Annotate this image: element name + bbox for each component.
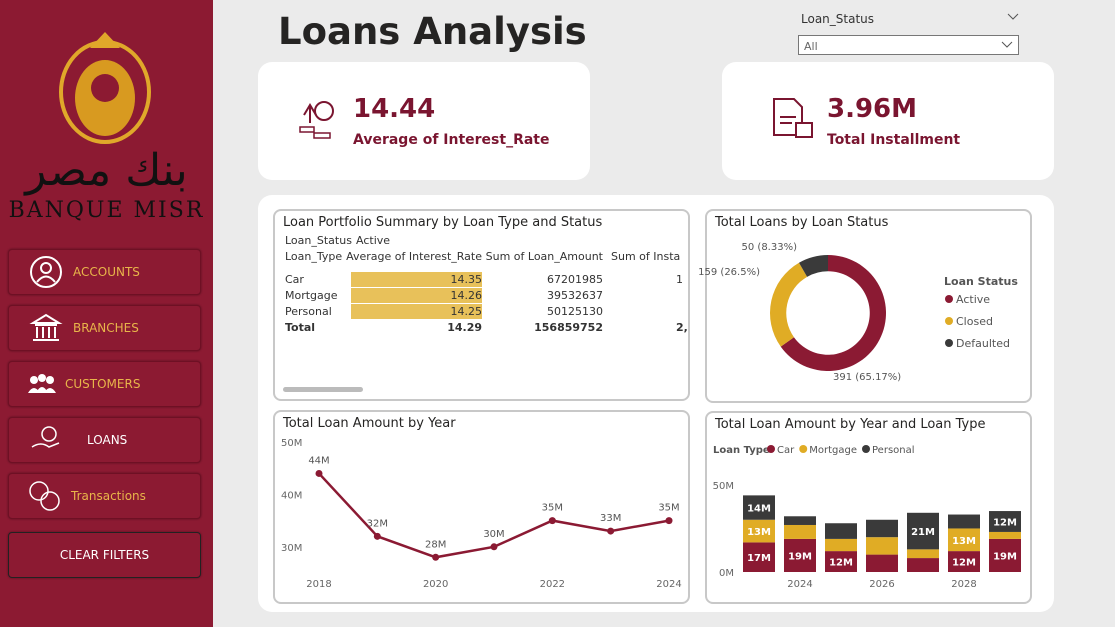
filter-value: All [804, 40, 818, 53]
table-cell: 50125130 [547, 305, 603, 318]
brand: BANQUE MISR [8, 198, 205, 223]
nav-label: Transactions [71, 489, 146, 503]
panel-title: Loan Portfolio Summary by Loan Type and … [283, 215, 603, 230]
nav-label: ACCOUNTS [73, 265, 140, 279]
bar-panel: Total Loan Amount by Year and Loan Type [705, 411, 1032, 604]
donut-panel: Total Loans by Loan Status [705, 209, 1032, 403]
nav-label: CUSTOMERS [65, 377, 141, 391]
panel-title: Total Loan Amount by Year and Loan Type [715, 417, 986, 432]
filter-label: Loan_Status [801, 12, 875, 26]
table-cell: 67201985 [547, 273, 603, 286]
header-value: Active [356, 234, 391, 247]
sidebar: بنك مصر BANQUE MISR ACCOUNTS BRANCHES CU… [0, 0, 213, 627]
column-header: Loan_Type [285, 250, 343, 263]
icon [29, 481, 60, 511]
nav-loans[interactable]: LOANS [8, 417, 201, 463]
brand-arabic: بنك مصر [25, 145, 188, 196]
header-label: Loan_Status [285, 234, 352, 247]
panel-title: Total Loans by Loan Status [715, 215, 889, 230]
table-cell: 39532637 [547, 289, 603, 302]
dropdown-chevron [1001, 41, 1013, 48]
page-title: Loans Analysis [278, 10, 587, 53]
column-header: Sum of Install [611, 250, 681, 263]
line-panel: Total Loan Amount by Year [273, 410, 690, 604]
filter-chevron [1007, 13, 1019, 20]
kpi-icon [773, 98, 813, 138]
kpi-icon [299, 101, 334, 139]
kpi-label: Total Installment [827, 132, 961, 148]
nav-customers[interactable]: CUSTOMERS [8, 361, 201, 407]
nav-branches[interactable]: BRANCHES [8, 305, 201, 351]
icon [29, 313, 63, 341]
table-cell: Personal [285, 305, 332, 318]
table-cell: 14.29 [447, 321, 482, 334]
nav-label: BRANCHES [73, 321, 139, 335]
filter-dropdown[interactable]: All [798, 35, 1019, 55]
kpi-value: 14.44 [353, 94, 436, 124]
table-cell: Car [285, 273, 304, 286]
scrollbar[interactable] [283, 387, 363, 392]
data-bar [351, 272, 482, 287]
kpi-card: 3.96M Total Installment [722, 62, 1054, 180]
nav-accounts[interactable]: ACCOUNTS [8, 249, 201, 295]
table-cell: 14.25 [450, 305, 483, 318]
table-cell: 14.35 [450, 273, 483, 286]
table-cell: Total [285, 321, 316, 334]
clear-filters-button[interactable]: CLEAR FILTERS [8, 532, 201, 578]
panel-title: Total Loan Amount by Year [283, 416, 456, 431]
table-cell: 14.26 [450, 289, 483, 302]
table-cell: 2, [676, 321, 688, 334]
kpi-value: 3.96M [827, 94, 918, 124]
logo-emblem [59, 32, 151, 144]
kpi-label: Average of Interest_Rate [353, 132, 550, 148]
nav-label: LOANS [87, 433, 128, 447]
table-cell: Mortgage [285, 289, 338, 302]
icon [31, 426, 60, 448]
button-label: CLEAR FILTERS [59, 548, 150, 562]
table-cell: 1 [676, 273, 683, 286]
icon [28, 374, 56, 393]
icon [30, 256, 62, 288]
kpi-card: 14.44 Average of Interest_Rate [258, 62, 590, 180]
data-bar [351, 288, 482, 303]
table-cell: 156859752 [534, 321, 603, 334]
data-bar [351, 304, 482, 319]
nav-transactions[interactable]: Transactions [8, 473, 201, 519]
